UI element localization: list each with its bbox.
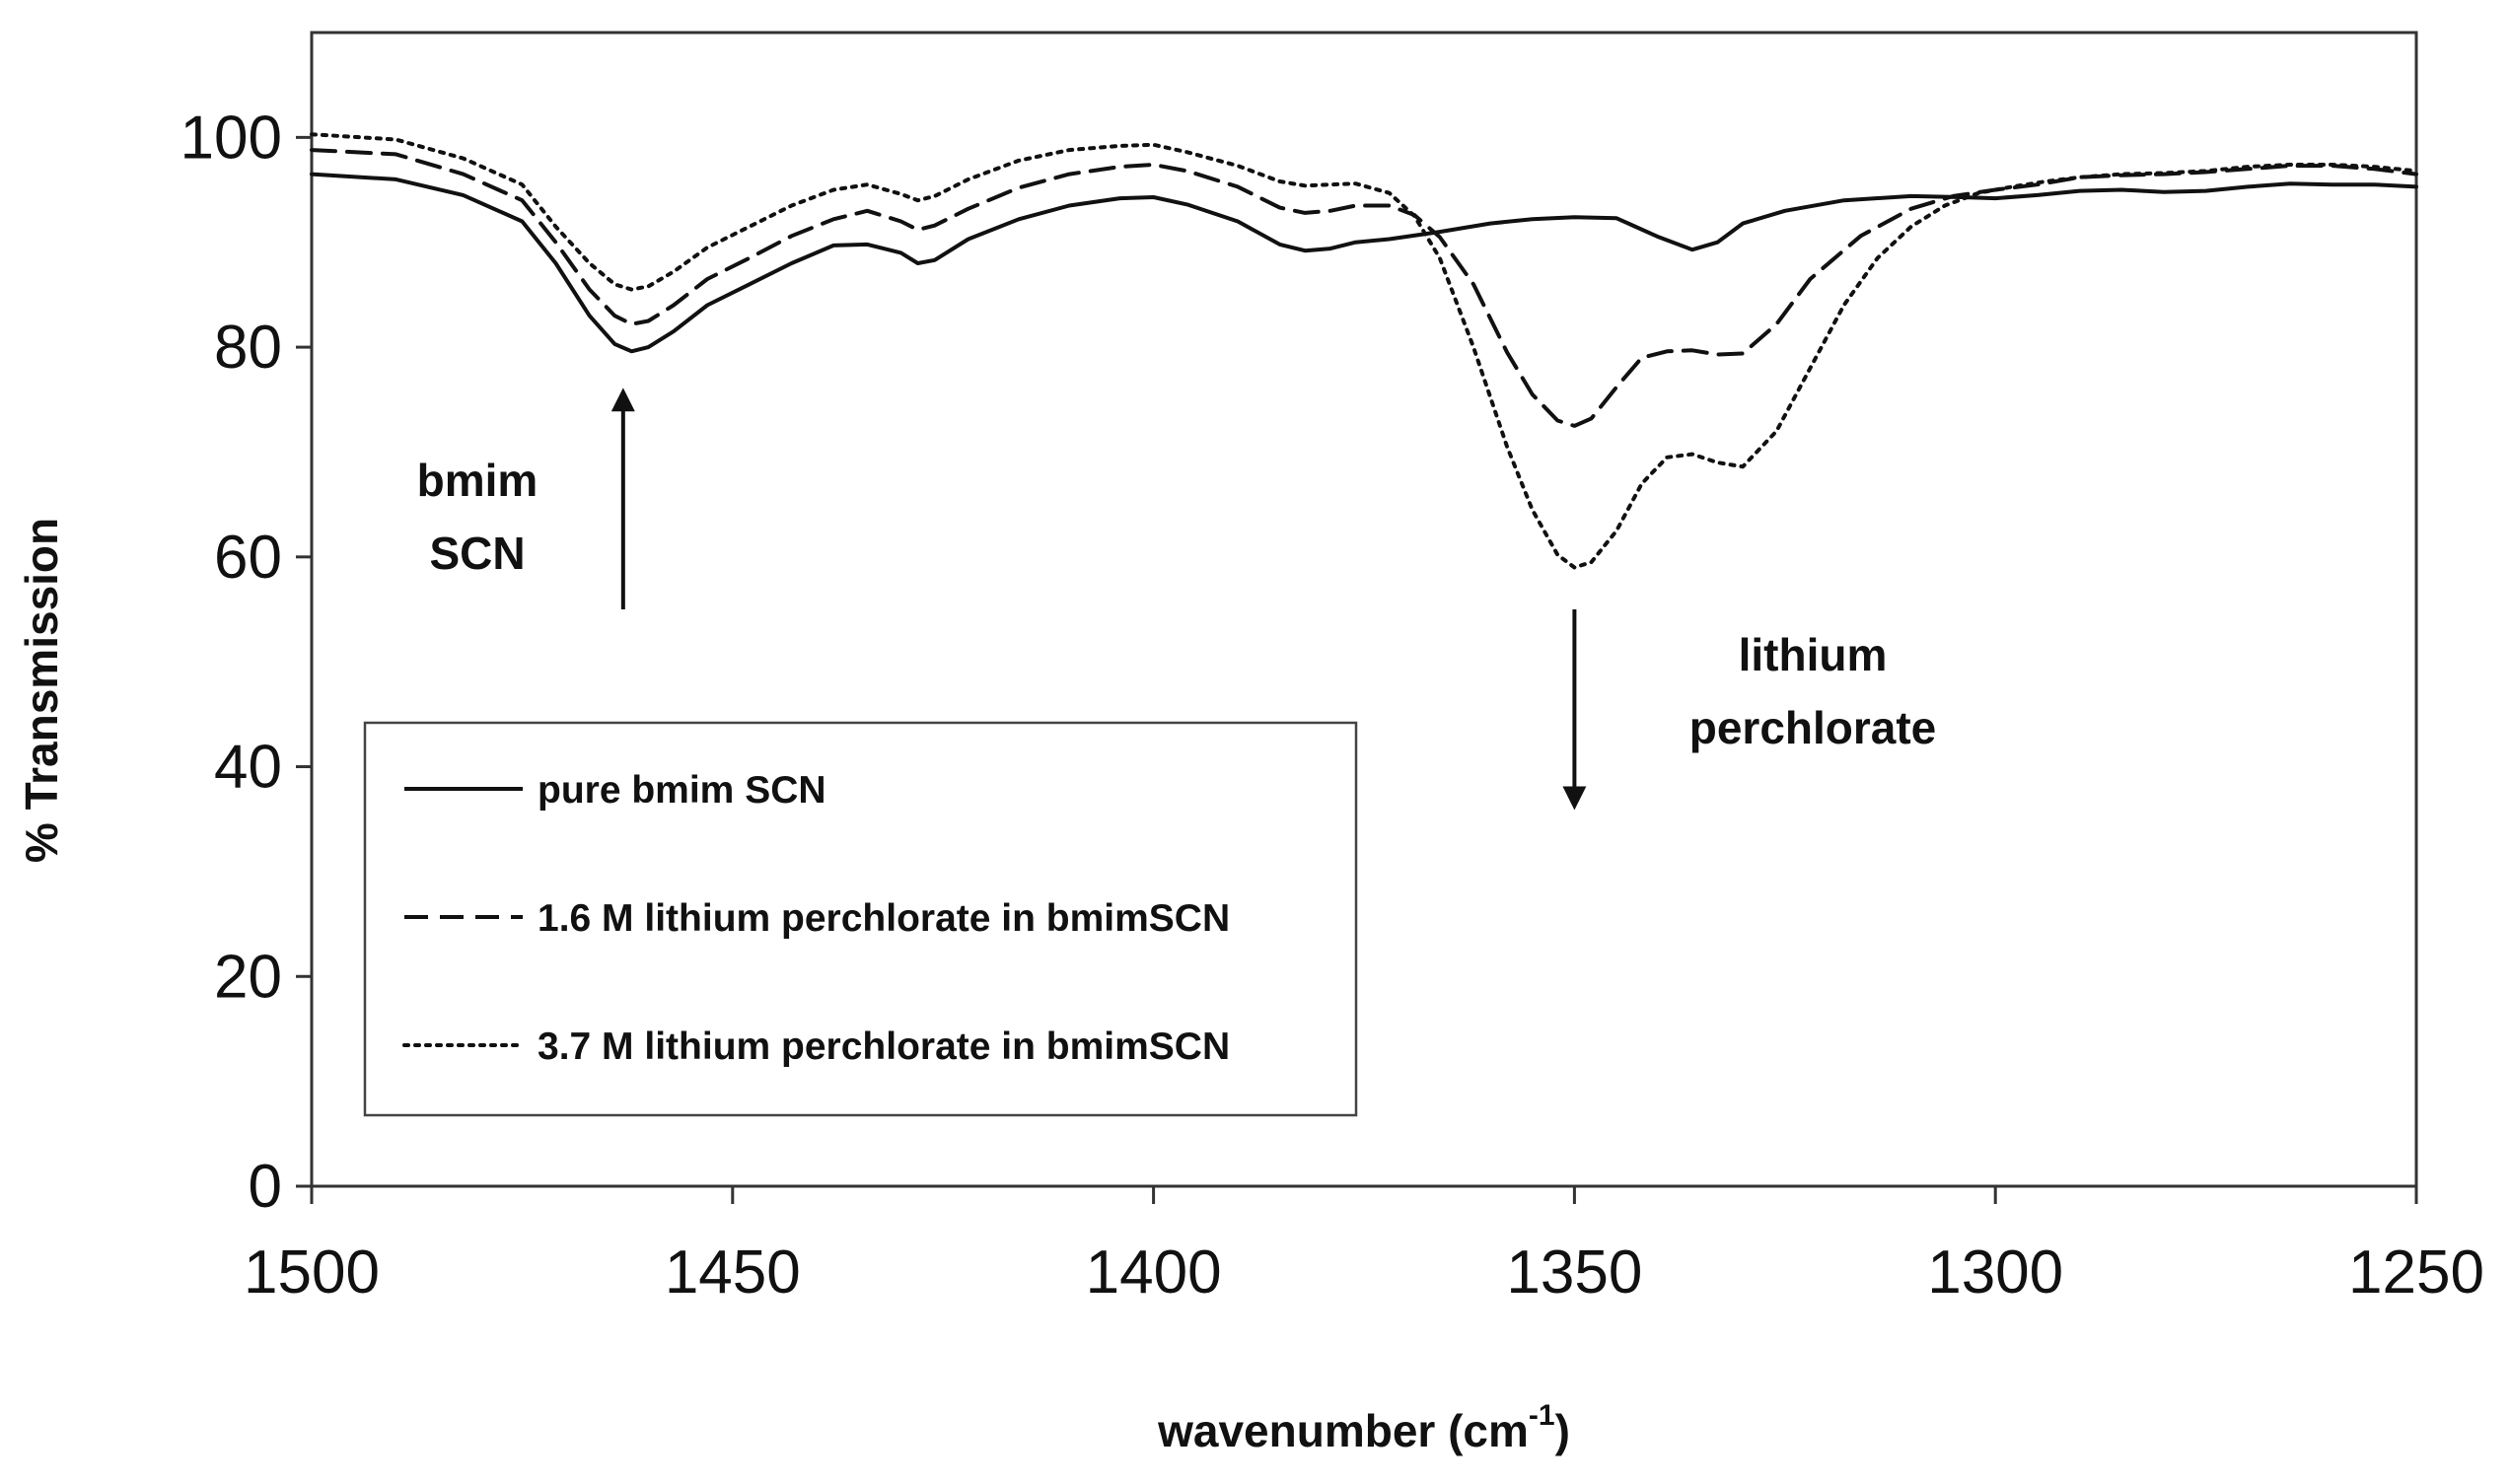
annotation-lithium-line1: lithium xyxy=(1739,629,1888,680)
y-tick-label-60: 60 xyxy=(214,524,282,592)
y-tick-label-100: 100 xyxy=(180,104,282,172)
x-tick-label-1250: 1250 xyxy=(2348,1238,2484,1307)
series-3-7m-lithium-perchlorate xyxy=(310,132,2418,570)
y-axis-ticks: 0 20 40 60 80 100 xyxy=(180,104,312,1221)
annotation-lithium-line2: perchlorate xyxy=(1689,702,1937,753)
y-tick-label-0: 0 xyxy=(249,1153,282,1221)
series-pure-bmim-scn xyxy=(310,172,2418,354)
x-tick-label-1400: 1400 xyxy=(1086,1238,1222,1307)
x-tick-label-1350: 1350 xyxy=(1506,1238,1642,1307)
legend-label-3-7m: 3.7 M lithium perchlorate in bmimSCN xyxy=(538,1025,1230,1068)
y-tick-label-80: 80 xyxy=(214,314,282,382)
legend-label-1-6m: 1.6 M lithium perchlorate in bmimSCN xyxy=(538,897,1230,940)
x-tick-label-1300: 1300 xyxy=(1927,1238,2063,1307)
y-tick-label-40: 40 xyxy=(214,734,282,802)
x-axis-title-superscript: -1 xyxy=(1529,1399,1555,1432)
x-axis-ticks: 1500 1450 1400 1350 1300 1250 xyxy=(244,1186,2484,1307)
x-tick-label-1450: 1450 xyxy=(665,1238,801,1307)
x-axis-title-close: ) xyxy=(1555,1405,1570,1456)
y-axis-title: % Transmission xyxy=(16,518,67,863)
annotation-bmim-line1: bmim xyxy=(417,455,538,506)
annotation-bmim-line2: SCN xyxy=(429,528,525,579)
series-1-6m-lithium-perchlorate xyxy=(310,148,2418,428)
legend-box xyxy=(363,721,1358,1117)
series-layer xyxy=(310,132,2418,570)
x-axis-title: wavenumber (cm-1) xyxy=(1157,1399,1570,1456)
legend-label-pure: pure bmim SCN xyxy=(538,769,826,812)
x-axis-title-main: wavenumber (cm xyxy=(1157,1405,1529,1456)
y-tick-label-20: 20 xyxy=(214,943,282,1011)
legend: pure bmim SCN 1.6 M lithium perchlorate … xyxy=(363,721,1358,1117)
x-tick-label-1500: 1500 xyxy=(244,1238,380,1307)
